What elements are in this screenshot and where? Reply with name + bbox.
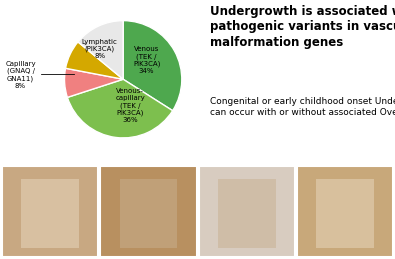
Text: Venous-
capillary
(TEK /
PIK3CA)
36%: Venous- capillary (TEK / PIK3CA) 36%: [115, 88, 145, 123]
Bar: [21, 179, 79, 248]
Wedge shape: [64, 68, 123, 97]
Bar: [120, 179, 177, 248]
Bar: [100, 166, 196, 257]
Text: Congenital or early childhood onset Undergrowth
can occur with or without associ: Congenital or early childhood onset Unde…: [210, 97, 395, 117]
Bar: [199, 166, 295, 257]
Wedge shape: [78, 21, 123, 79]
Wedge shape: [68, 79, 173, 138]
Wedge shape: [123, 21, 182, 111]
Bar: [297, 166, 393, 257]
Bar: [2, 166, 98, 257]
Bar: [316, 179, 374, 248]
Bar: [218, 179, 275, 248]
Wedge shape: [66, 42, 123, 79]
Text: Capillary
(GNAQ /
GNA11)
8%: Capillary (GNAQ / GNA11) 8%: [5, 61, 75, 89]
Text: Venous
(TEK /
PIK3CA)
34%: Venous (TEK / PIK3CA) 34%: [133, 47, 160, 75]
Text: Lymphatic
(PIK3CA)
8%: Lymphatic (PIK3CA) 8%: [82, 39, 118, 59]
Text: Undergrowth is associated with
pathogenic variants in vascular
malformation gene: Undergrowth is associated with pathogeni…: [210, 5, 395, 49]
